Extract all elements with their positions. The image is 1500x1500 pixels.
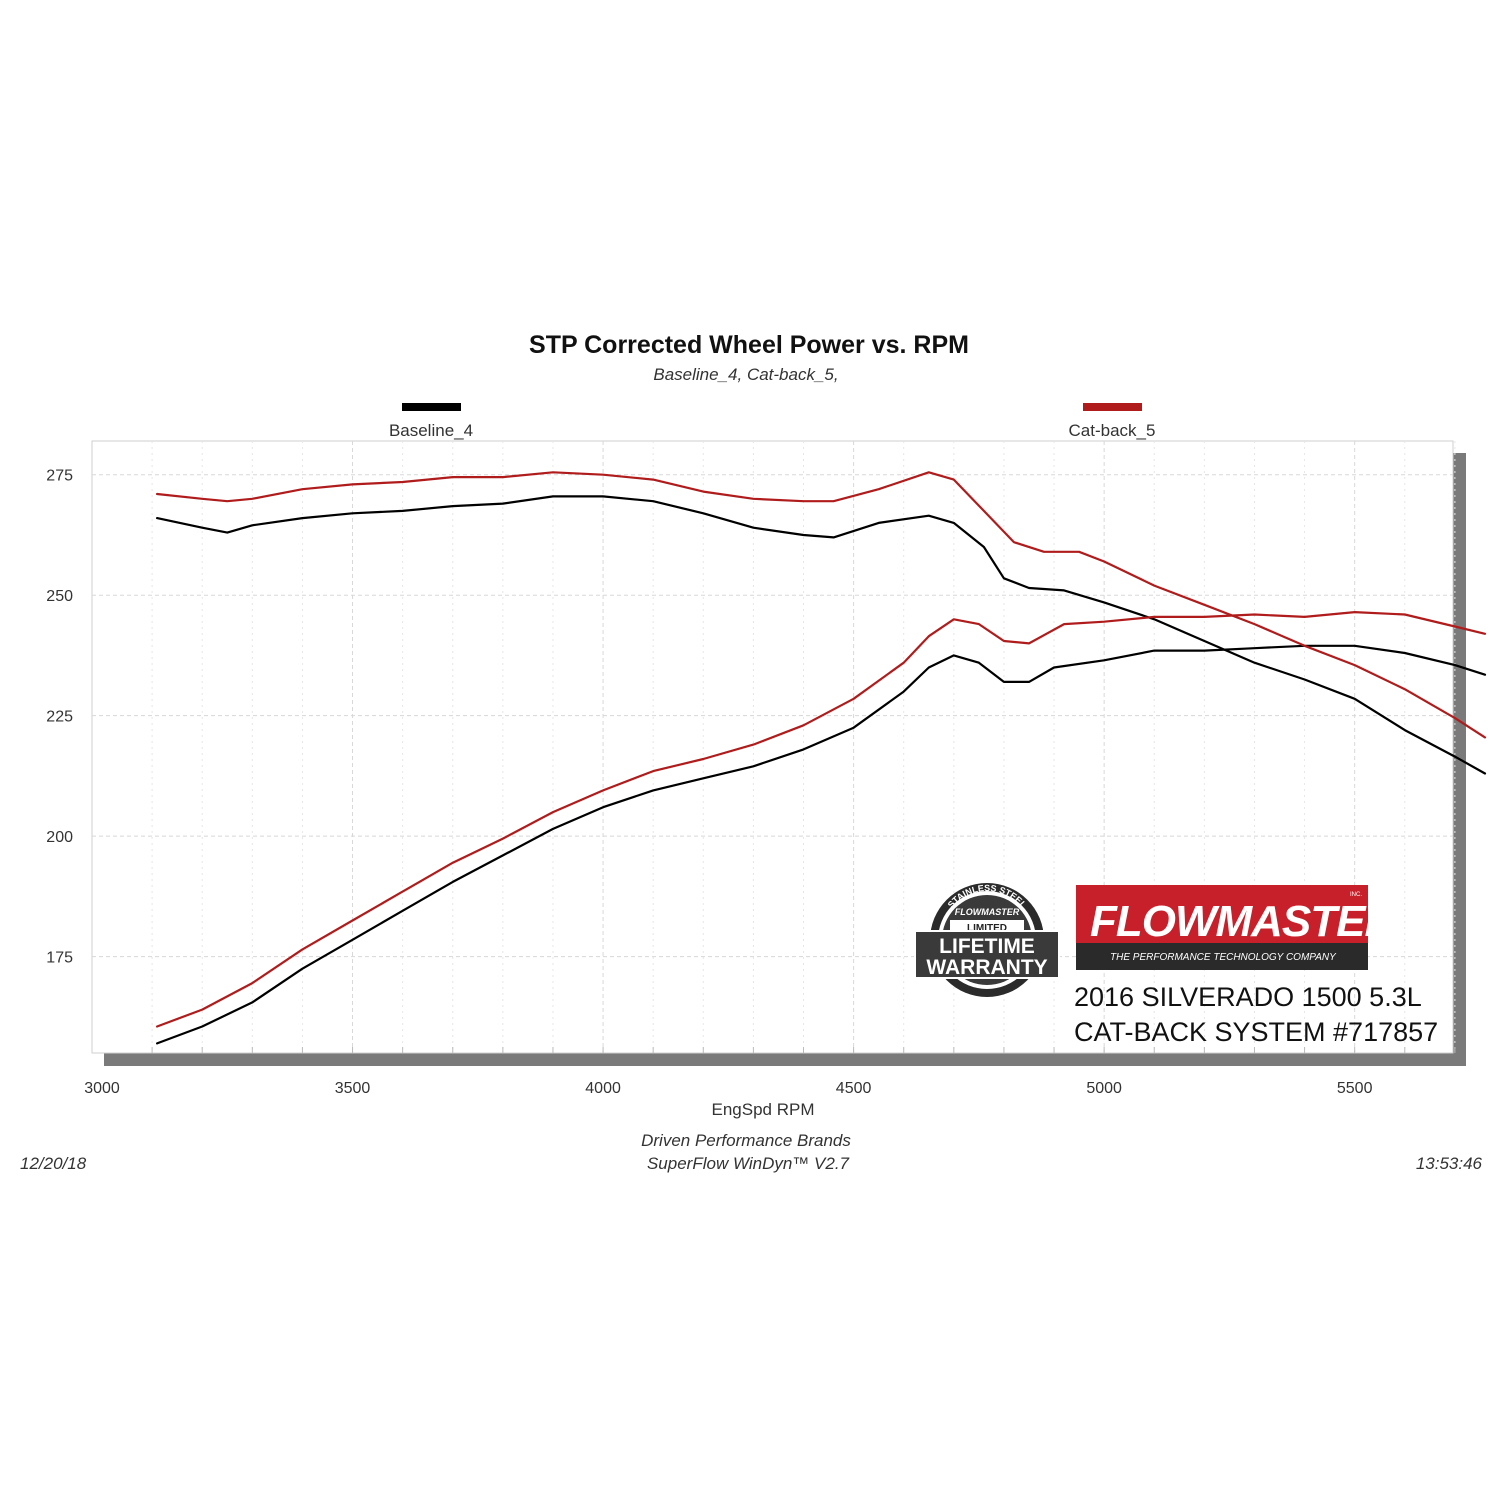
y-tick-label: 175 (46, 950, 73, 967)
logo-text: FLOWMASTER (1090, 897, 1397, 946)
logo-dark-bar (1076, 943, 1368, 970)
y-tick-label: 200 (46, 829, 73, 846)
legend-label-baseline: Baseline_4 (389, 421, 473, 440)
y-tick-label: 275 (46, 468, 73, 485)
chart-subtitle: Baseline_4, Cat-back_5, (653, 365, 838, 384)
series-lines (156, 471, 1487, 1045)
flowmaster-logo: FLOWMASTER INC. THE PERFORMANCE TECHNOLO… (1076, 885, 1398, 970)
warranty-badge: STAINLESS STEEL FLOWMASTER LIMITED LIFET… (914, 883, 1060, 997)
badge-brand: FLOWMASTER (955, 907, 1020, 917)
logo-red-block (1076, 885, 1368, 943)
x-tick-label: 4000 (585, 1080, 621, 1097)
badge-warranty: WARRANTY (926, 956, 1047, 979)
footer-time: 13:53:46 (1416, 1154, 1483, 1173)
vehicle-line-1: 2016 SILVERADO 1500 5.3L (1074, 982, 1422, 1012)
series-line-catback-upper (156, 471, 1487, 739)
y-tick-label: 250 (46, 588, 73, 605)
y-tick-label: 225 (46, 709, 73, 726)
badge-banner (914, 930, 1060, 979)
x-axis-label: EngSpd RPM (712, 1100, 815, 1119)
series-line-baseline-upper (156, 495, 1487, 775)
x-tick-label: 5000 (1086, 1080, 1122, 1097)
grid (92, 441, 1456, 1053)
x-tick-label: 4500 (836, 1080, 872, 1097)
vehicle-line-2: CAT-BACK SYSTEM #717857 (1074, 1017, 1438, 1047)
x-tick-label: 5500 (1337, 1080, 1373, 1097)
series-line-baseline-lower (156, 644, 1487, 1045)
badge-lifetime: LIFETIME (939, 935, 1035, 958)
footer-company: Driven Performance Brands (641, 1131, 851, 1150)
series-line-catback-lower (156, 611, 1487, 1028)
badge-limited-bar (950, 920, 1024, 933)
legend: Baseline_4 Cat-back_5 (389, 403, 1156, 440)
chart-title: STP Corrected Wheel Power vs. RPM (529, 331, 969, 359)
legend-label-catback: Cat-back_5 (1069, 421, 1156, 440)
footer-software: SuperFlow WinDyn™ V2.7 (647, 1154, 850, 1173)
axis-ticks: 3000 3500 4000 4500 5000 5500 175 200 225 250 275 (46, 468, 1456, 1097)
badge-limited: LIMITED (967, 923, 1007, 934)
footer-date: 12/20/18 (20, 1154, 87, 1173)
logo-inc: INC. (1350, 892, 1362, 898)
x-tick-label: 3000 (84, 1080, 120, 1097)
x-tick-label: 3500 (335, 1080, 371, 1097)
logo-tagline: THE PERFORMANCE TECHNOLOGY COMPANY (1110, 952, 1337, 963)
